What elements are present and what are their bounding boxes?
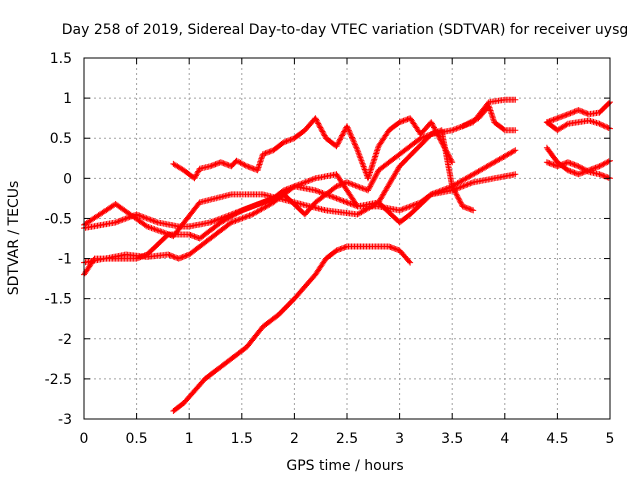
series-arc-5 xyxy=(170,115,456,182)
x-tick-label: 0 xyxy=(80,431,89,447)
series-markers xyxy=(459,103,519,134)
y-tick-label: 0.5 xyxy=(50,131,72,147)
x-tick-label: 2.5 xyxy=(336,431,358,447)
x-tick-label: 2 xyxy=(290,431,299,447)
y-tick-label: -2.5 xyxy=(45,372,72,388)
y-tick-label: 1.5 xyxy=(50,51,72,67)
y-tick-label: -3 xyxy=(58,412,72,428)
series-markers xyxy=(543,159,613,182)
x-tick-label: 5 xyxy=(606,431,615,447)
y-tick-label: -0.5 xyxy=(45,211,72,227)
y-tick-label: 1 xyxy=(63,91,72,107)
series-arc-7 xyxy=(459,103,519,134)
grid-lines xyxy=(84,58,610,419)
y-tick-label: -1 xyxy=(58,252,72,268)
x-axis-label: GPS time / hours xyxy=(286,458,403,474)
y-axis-label: SDTVAR / TECUs xyxy=(6,181,22,296)
series-arc-6 xyxy=(170,243,414,414)
series-arc-11 xyxy=(543,159,613,182)
x-tick-label: 4 xyxy=(500,431,509,447)
series-markers xyxy=(170,243,414,414)
x-tick-label: 4.5 xyxy=(546,431,568,447)
x-tick-label: 0.5 xyxy=(125,431,147,447)
y-tick-label: 0 xyxy=(63,171,72,187)
x-tick-label: 1 xyxy=(185,431,194,447)
y-tick-label: -1.5 xyxy=(45,292,72,308)
y-tick-label: -2 xyxy=(58,332,72,348)
series-layer xyxy=(81,96,613,414)
series-arc-9 xyxy=(543,117,613,134)
x-tick-label: 1.5 xyxy=(231,431,253,447)
tick-marks xyxy=(83,57,611,420)
chart-title: Day 258 of 2019, Sidereal Day-to-day VTE… xyxy=(62,22,629,38)
series-markers xyxy=(170,115,456,182)
tick-labels: 0 0.5 1 1.5 2 2.5 3 3.5 4 4.5 5 -3 -2.5 -2 -1.5 -1 -0.5 0… xyxy=(45,51,615,447)
x-tick-label: 3 xyxy=(395,431,404,447)
series-markers xyxy=(543,117,613,134)
x-tick-label: 3.5 xyxy=(441,431,463,447)
